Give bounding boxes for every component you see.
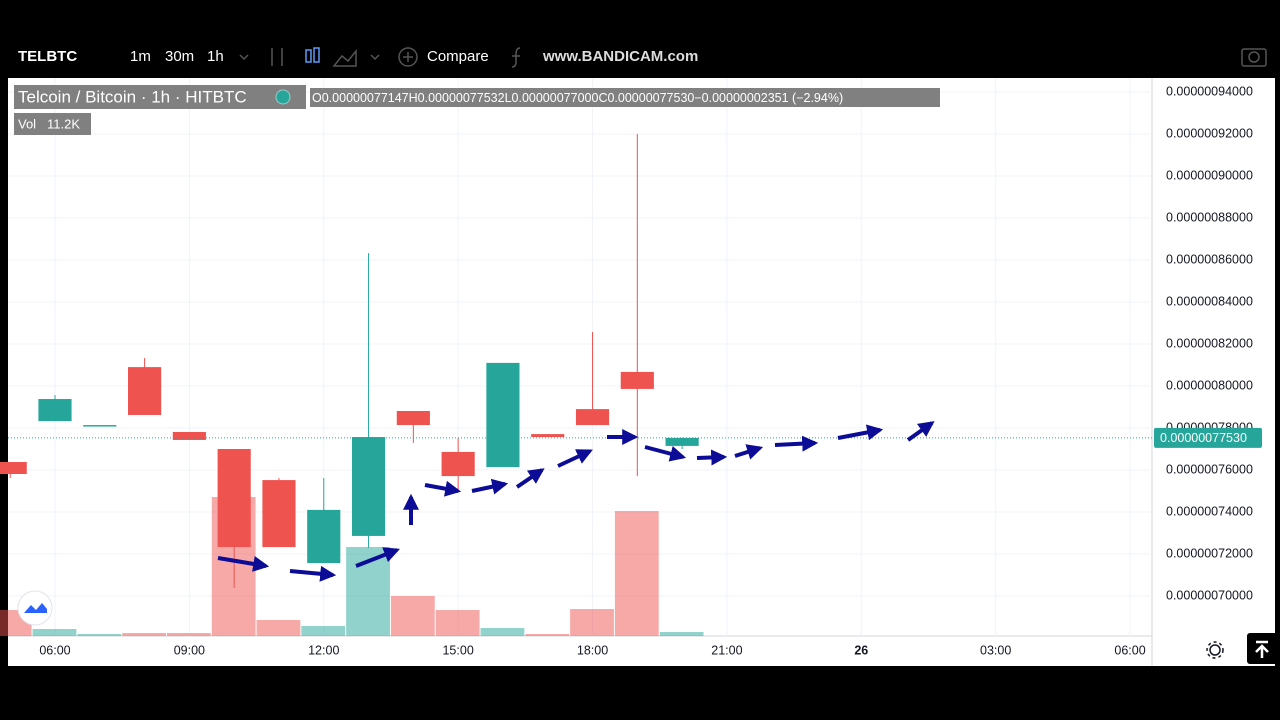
drawn-arrows [217, 421, 935, 582]
plot-area[interactable] [8, 78, 1152, 636]
settings-icon[interactable] [1206, 641, 1224, 659]
candle-body [441, 451, 475, 477]
x-tick-label: 21:00 [711, 643, 742, 657]
candle-body [128, 367, 162, 415]
y-tick-label: 0.00000082000 [1166, 336, 1253, 350]
interval[interactable]: 1m [130, 48, 151, 65]
volume-bar [390, 596, 435, 636]
volume-bar [570, 609, 614, 636]
x-tick-label: 06:00 [39, 643, 70, 657]
candle-body [620, 371, 654, 389]
x-tick-label: 18:00 [577, 643, 608, 657]
volume-box [14, 113, 91, 135]
y-tick-label: 0.00000070000 [1166, 588, 1253, 602]
ohlc-key: C [598, 91, 607, 105]
y-tick-label: 0.00000088000 [1166, 210, 1253, 224]
candle-body [351, 437, 386, 536]
ohlc-legend: O0.00000077147H0.00000077532L0.000000770… [312, 91, 843, 105]
y-tick-label: 0.00000086000 [1166, 252, 1253, 266]
x-tick-label: 26 [854, 643, 868, 657]
volume-bar [166, 633, 211, 636]
candle-layer [0, 134, 699, 589]
volume-bar [480, 628, 525, 636]
candle-body [307, 509, 341, 564]
ohlc-value: 0.00000077532 [418, 91, 505, 105]
volume-bar [659, 632, 704, 636]
ohlc-box [310, 88, 940, 107]
y-tick-label: 0.00000094000 [1166, 84, 1253, 98]
time-axis[interactable] [8, 636, 1275, 666]
ohlc-key: H [409, 91, 418, 105]
y-tick-label: 0.00000076000 [1166, 462, 1253, 476]
toolbar-icons[interactable] [239, 47, 521, 68]
x-tick-label: 09:00 [174, 643, 205, 657]
volume-bar [614, 511, 659, 636]
y-tick-label: 0.00000080000 [1166, 378, 1253, 392]
volume-bar [301, 626, 346, 636]
candle-body [83, 425, 117, 427]
y-tick-label: 0.00000084000 [1166, 294, 1253, 308]
logo-button[interactable] [17, 590, 53, 626]
watermark: www.BANDICAM.com [542, 48, 698, 65]
candle-body [217, 448, 251, 548]
volume-bar [435, 610, 480, 636]
candle-body [665, 437, 699, 446]
volume-bar [122, 633, 166, 636]
interval[interactable]: 30m [165, 48, 194, 65]
candle-body [486, 362, 520, 468]
axis-layer: 0.00000070000 0.00000072000 0.00000074000 0… [8, 84, 1262, 657]
ohlc-value: 0.00000077147 [322, 91, 409, 105]
volume-bar [77, 634, 122, 636]
compare-button[interactable]: Compare [427, 48, 489, 65]
candle-body [531, 434, 565, 438]
ohlc-key: O [312, 91, 322, 105]
volume-bar [256, 620, 301, 636]
y-tick-label: 0.00000090000 [1166, 168, 1253, 182]
interval[interactable]: 1h [207, 48, 224, 65]
symbol[interactable]: TELBTC [18, 48, 77, 65]
volume-bar [32, 629, 77, 636]
x-tick-label: 06:00 [1114, 643, 1145, 657]
title-box [14, 85, 306, 109]
ohlc-value: 0.00000077530 [607, 91, 694, 105]
volume-value: 11.2K [47, 116, 80, 131]
candle-body [262, 480, 296, 548]
y-tick-label: 0.00000074000 [1166, 504, 1253, 518]
y-tick-label: 0.00000072000 [1166, 546, 1253, 560]
y-tick-label: 0.00000092000 [1166, 126, 1253, 140]
price-axis[interactable] [1152, 78, 1275, 636]
x-tick-label: 15:00 [442, 643, 473, 657]
last-price-label: 0.00000077530 [1160, 431, 1247, 445]
ohlc-value: 0.00000077000 [512, 91, 599, 105]
candle-body [38, 399, 72, 422]
candle-body [396, 410, 430, 426]
change: −0.00000002351 (−2.94%) [694, 91, 843, 105]
scroll-button[interactable] [1247, 633, 1280, 664]
candle-body [0, 462, 27, 474]
last-price-tag [1154, 427, 1262, 448]
status-dot [275, 89, 291, 105]
volume-label: Vol [18, 116, 36, 131]
x-tick-label: 03:00 [980, 643, 1011, 657]
volume-bar [525, 634, 570, 636]
x-tick-label: 12:00 [308, 643, 339, 657]
candle-body [575, 409, 610, 426]
chart-title: Telcoin / Bitcoin · 1h · HITBTC [18, 87, 247, 106]
candle-body [172, 431, 206, 440]
camera-icon[interactable] [1241, 48, 1267, 67]
ohlc-key: L [505, 91, 512, 105]
